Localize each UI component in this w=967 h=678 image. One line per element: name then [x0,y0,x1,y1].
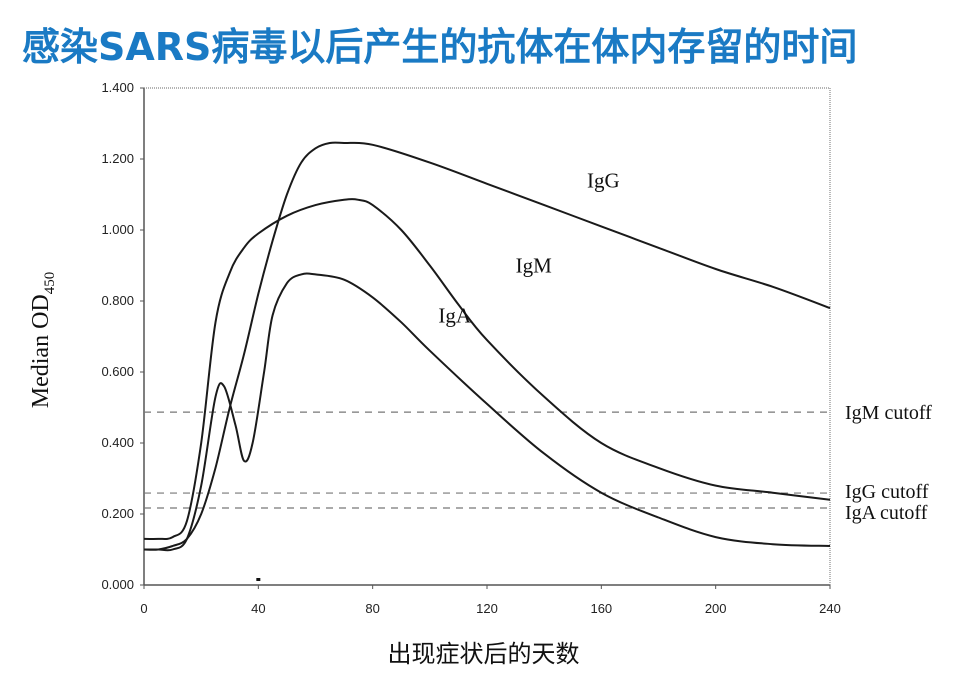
curve-label-iga: IgA [438,303,471,327]
x-tick-label: 200 [705,601,727,616]
x-tick-label: 160 [590,601,612,616]
x-axis-label: 出现症状后的天数 [387,640,580,668]
x-tick-label: 40 [251,601,265,616]
x-tick-label: 240 [819,601,841,616]
y-tick-label: 1.200 [101,151,134,166]
x-tick-label: 0 [140,601,147,616]
series-igm-line [143,198,831,540]
axes: 0.000 0.200 0.400 0.600 0.800 1.000 1.200 1.400… [101,80,840,616]
curve-label-igm: IgM [516,254,552,278]
cutoff-label: IgM cutoff [845,402,932,424]
y-tick-label: 0.600 [101,364,134,379]
cutoff-label: IgG cutoff [845,481,929,503]
y-tick-label: 1.400 [101,80,134,95]
y-tick-label: 0.800 [101,293,134,308]
y-tick-label: 0.200 [101,506,134,521]
curve-labels: IgG IgM IgA [438,168,619,327]
page-title: 感染SARS病毒以后产生的抗体在体内存留的时间 [22,25,858,69]
series-iga-line [144,272,831,552]
y-tick-label: 1.000 [101,222,134,237]
series-lines [143,141,831,552]
cutoff-label: IgA cutoff [845,502,928,524]
x-tick-label: 120 [476,601,498,616]
y-axis-label: Median OD450 [28,272,58,408]
y-tick-label: 0.400 [101,435,134,450]
series-igg-line [143,141,831,551]
x-tick-label: 80 [365,601,379,616]
y-tick-label: 0.000 [101,577,134,592]
curve-label-igg: IgG [587,168,620,192]
